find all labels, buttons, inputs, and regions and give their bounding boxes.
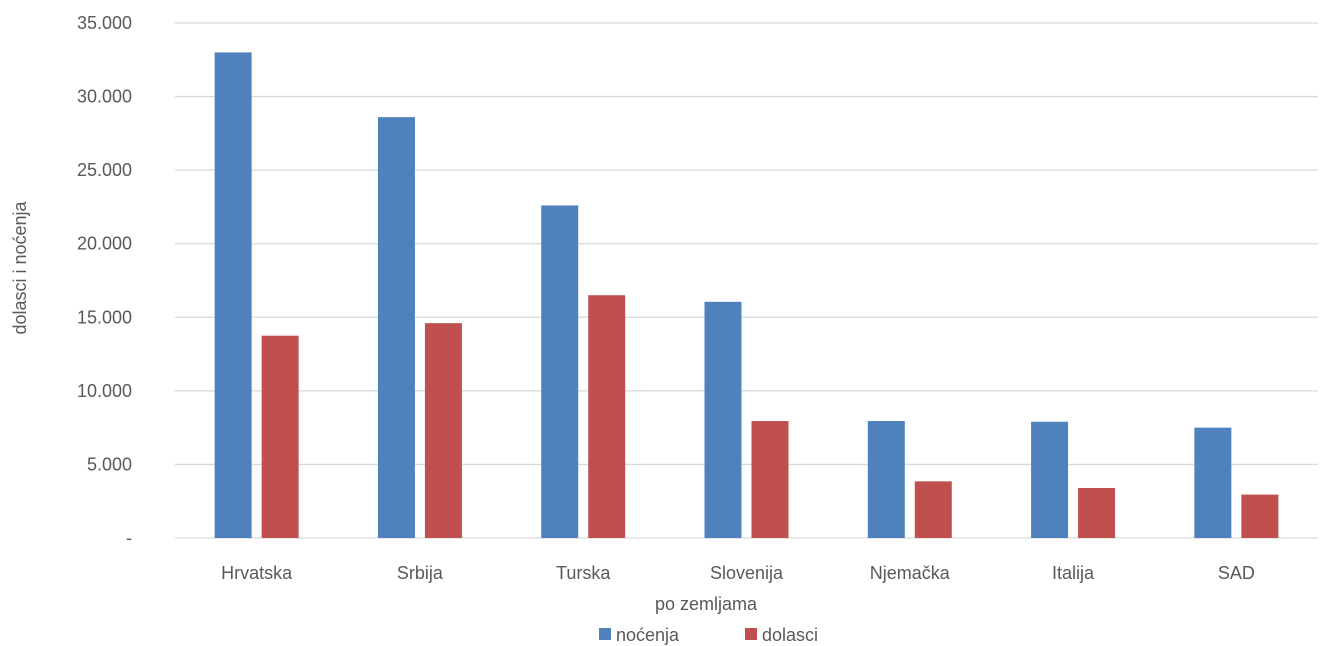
y-axis-ticks: - 5.000 10.000 15.000 20.000 25.000 30.000 35.0…	[77, 13, 132, 548]
y-tick-label: 15.000	[77, 307, 132, 327]
x-tick-label: Njemačka	[870, 563, 951, 583]
x-tick-label: Turska	[556, 563, 611, 583]
bar-nocenja-6	[1194, 427, 1232, 538]
bar-nocenja-0	[214, 52, 252, 539]
bar-dolasci-1	[424, 323, 462, 538]
gridlines	[175, 22, 1318, 539]
y-tick-label: 30.000	[77, 87, 132, 107]
bar-nocenja-4	[867, 421, 905, 538]
bar-dolasci-6	[1241, 494, 1279, 538]
y-tick-label: 10.000	[77, 381, 132, 401]
legend-label: noćenja	[616, 625, 680, 645]
bar-dolasci-5	[1078, 487, 1116, 538]
y-tick-label: 25.000	[77, 160, 132, 180]
y-tick-label: 20.000	[77, 234, 132, 254]
y-tick-label: 5.000	[87, 454, 132, 474]
legend-swatch	[599, 628, 611, 640]
y-tick-label: -	[126, 528, 132, 548]
bar-dolasci-3	[751, 421, 789, 538]
bar-nocenja-2	[541, 205, 579, 538]
x-tick-label: Italija	[1052, 563, 1095, 583]
legend-label: dolasci	[762, 625, 818, 645]
bar-nocenja-3	[704, 301, 742, 538]
bar-nocenja-5	[1031, 421, 1069, 538]
bar-dolasci-0	[261, 335, 299, 538]
x-tick-label: SAD	[1218, 563, 1255, 583]
x-tick-label: Hrvatska	[221, 563, 293, 583]
bar-nocenja-1	[377, 117, 415, 539]
x-axis-ticks: Hrvatska Srbija Turska Slovenija Njemačka Ita…	[221, 563, 1255, 583]
legend: noćenja dolasci	[599, 625, 818, 645]
bars	[214, 52, 1279, 539]
x-tick-label: Srbija	[397, 563, 444, 583]
legend-swatch	[745, 628, 757, 640]
bar-dolasci-4	[914, 481, 952, 538]
bar-dolasci-2	[588, 295, 626, 538]
y-tick-label: 35.000	[77, 13, 132, 33]
y-axis-title: dolasci i noćenja	[10, 200, 30, 334]
x-tick-label: Slovenija	[710, 563, 784, 583]
x-axis-title: po zemljama	[655, 594, 758, 614]
